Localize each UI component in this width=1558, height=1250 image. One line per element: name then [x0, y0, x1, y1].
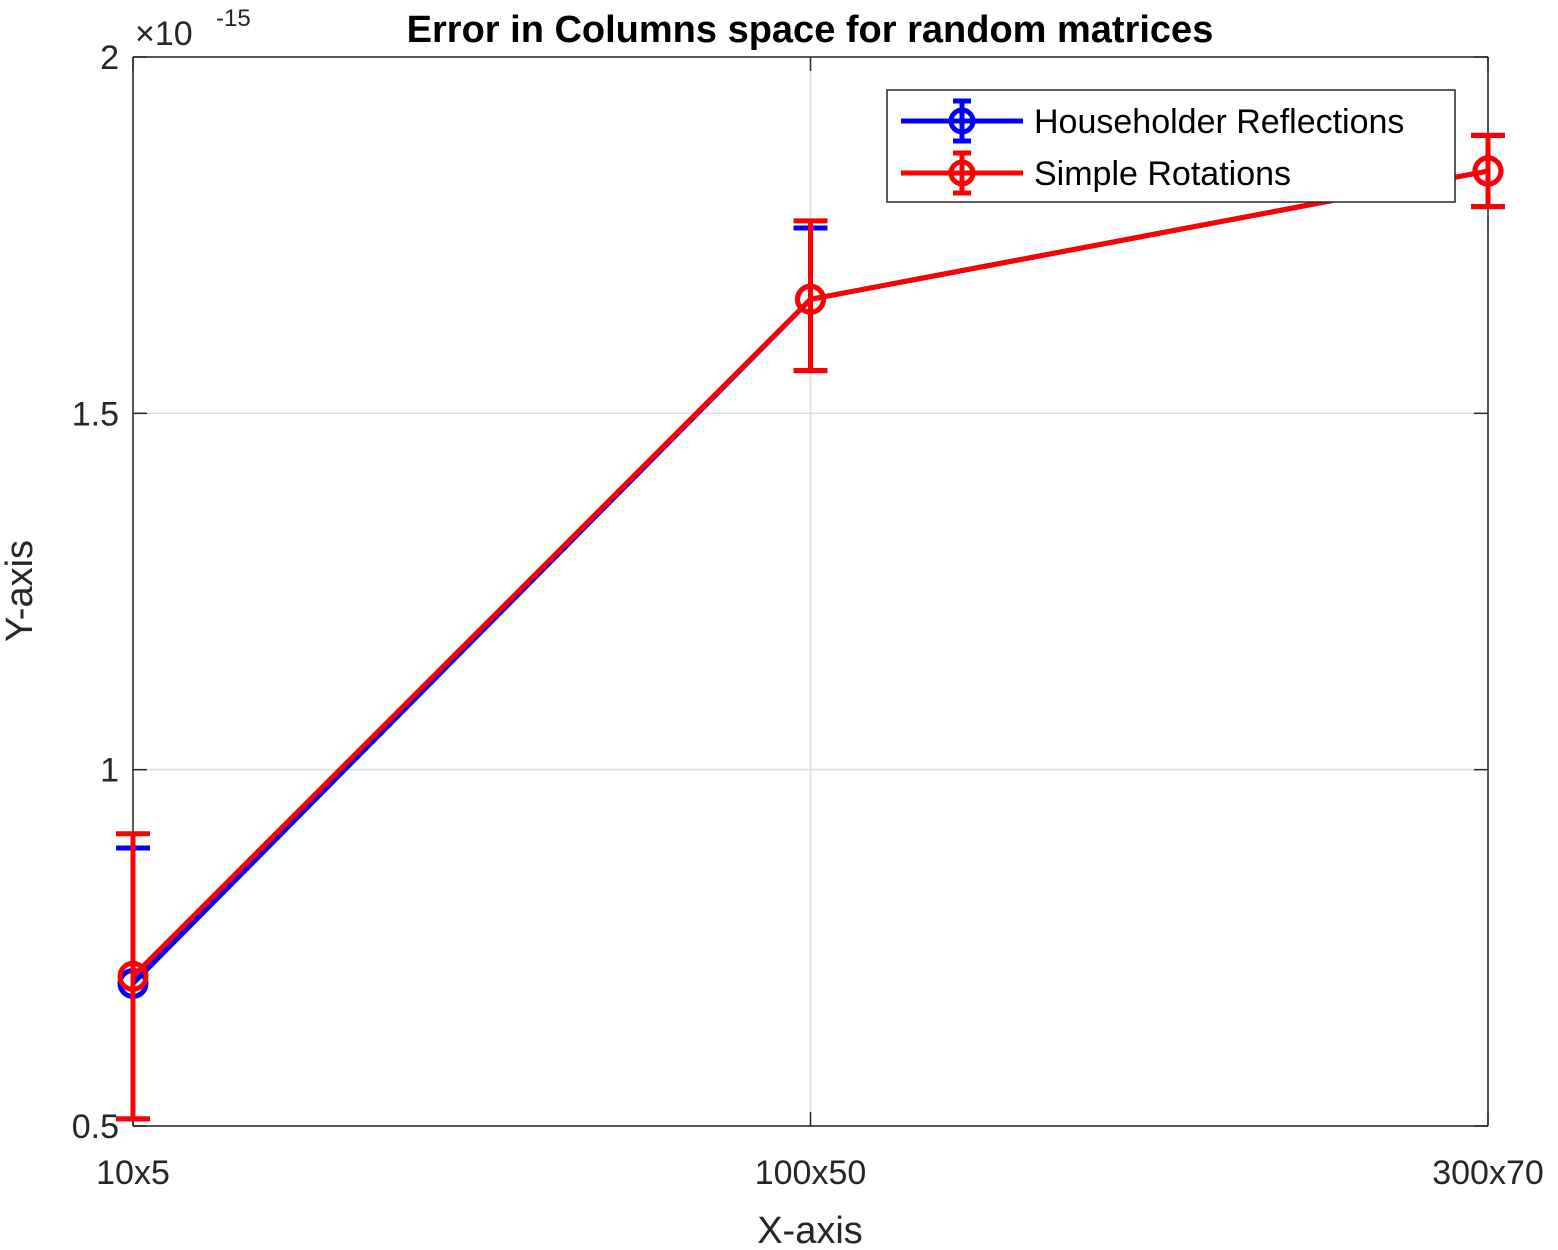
legend-label: Householder Reflections — [1034, 103, 1404, 141]
y-exponent-power: -15 — [216, 5, 251, 32]
x-axis-label: X-axis — [757, 1210, 863, 1250]
x-tick-label: 100x50 — [755, 1154, 867, 1192]
legend-entry: Householder Reflections — [901, 98, 1404, 144]
y-tick-label: 0.5 — [72, 1108, 119, 1146]
legend-box — [886, 89, 1456, 203]
legend-marker — [948, 107, 976, 135]
series — [116, 132, 1505, 1122]
data-point — [1472, 155, 1504, 187]
legend-entry: Simple Rotations — [901, 150, 1291, 196]
legend-label: Simple Rotations — [1034, 155, 1291, 193]
y-tick-label: 2 — [100, 39, 119, 77]
legend-marker — [948, 159, 976, 187]
series-1 — [116, 132, 1505, 1122]
x-tick-label: 10x5 — [96, 1154, 170, 1192]
legend: Householder Reflections Simple Rotations — [886, 89, 1456, 203]
data-point — [117, 960, 149, 992]
y-axis-label: Y-axis — [0, 540, 41, 642]
x-tick-label: 300x70 — [1432, 1154, 1544, 1192]
y-exponent-label: ×10 -15 — [135, 5, 251, 53]
y-exponent-prefix: ×10 — [135, 15, 193, 53]
chart-title: Error in Columns space for random matric… — [407, 9, 1214, 51]
data-point — [795, 283, 826, 315]
y-tick-label: 1.5 — [72, 395, 119, 433]
axes: 10x5 100x50 300x70 0.5 1 1.5 2 — [72, 39, 1544, 1192]
y-tick-label: 1 — [100, 752, 119, 790]
series-line — [131, 168, 1489, 979]
